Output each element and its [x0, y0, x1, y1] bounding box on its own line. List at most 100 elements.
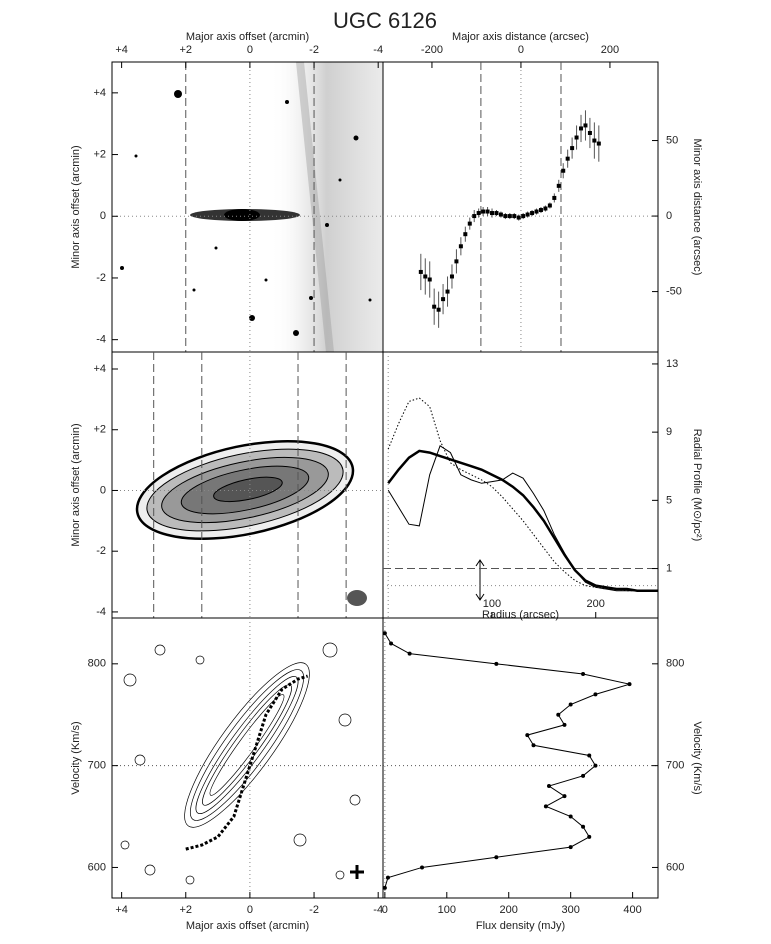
x-tick-label: +2: [179, 44, 192, 56]
flux-point: [562, 722, 567, 727]
x-axis-label: Major axis offset (arcmin): [186, 31, 309, 43]
x-tick-label: +2: [179, 904, 192, 916]
y-tick-label: 50: [666, 134, 678, 146]
point: [445, 289, 450, 294]
point: [418, 269, 423, 274]
x-tick-label: 400: [623, 904, 641, 916]
point: [441, 297, 446, 302]
point: [530, 211, 535, 216]
profile-line: [387, 449, 658, 592]
panel-frame: [382, 617, 659, 899]
x-tick-label: 300: [561, 904, 579, 916]
flux-point: [531, 743, 536, 748]
y-axis-label: Velocity (Km/s): [691, 721, 703, 794]
y-axis-label: Velocity (Km/s): [70, 721, 82, 794]
flux-point: [407, 651, 412, 656]
point: [507, 214, 512, 219]
x-tick-label: -4: [373, 44, 383, 56]
y-tick-label: 0: [100, 484, 106, 496]
point: [583, 123, 588, 128]
y-tick-label: 13: [666, 358, 678, 370]
x-tick-label: 0: [382, 904, 388, 916]
flux-point: [546, 784, 551, 788]
point: [574, 135, 579, 140]
point: [543, 206, 548, 211]
point: [516, 215, 521, 220]
y-tick-label: -2: [96, 545, 106, 557]
y-tick-label: 9: [666, 426, 672, 438]
point: [449, 274, 454, 279]
flux-point: [525, 733, 530, 738]
x-tick-label: 0: [247, 44, 253, 56]
point: [467, 221, 472, 226]
point: [481, 209, 486, 214]
flux-point: [494, 855, 499, 860]
point: [472, 214, 477, 219]
x-tick-label: -2: [309, 904, 319, 916]
point: [556, 183, 561, 188]
flux-line: [384, 633, 632, 888]
point: [592, 138, 597, 143]
flux-point: [389, 641, 394, 646]
point: [512, 214, 517, 219]
point: [454, 259, 459, 264]
flux-point: [568, 845, 573, 850]
flux-point: [562, 794, 567, 799]
flux-point: [593, 692, 598, 697]
x-axis-label: Major axis offset (arcmin): [186, 920, 309, 932]
y-axis-label: Radial Profile (M⊙/pc²): [691, 429, 703, 542]
point: [538, 208, 543, 213]
flux-point: [382, 631, 387, 636]
y-axis-label: Minor axis offset (arcmin): [70, 145, 82, 268]
y-axis-label: Minor axis offset (arcmin): [70, 423, 82, 546]
point: [561, 168, 566, 173]
flux-point: [568, 702, 573, 707]
x-tick-label: 0: [247, 904, 253, 916]
figure-title: UGC 6126: [333, 8, 437, 33]
pv-contours: [120, 642, 361, 885]
x-tick-label: 0: [518, 44, 524, 56]
flux-point: [420, 865, 425, 870]
flux-point: [556, 712, 561, 717]
x-axis-label: Major axis distance (arcsec): [452, 31, 589, 43]
y-tick-label: 800: [88, 658, 106, 670]
y-tick-label: 5: [666, 494, 672, 506]
y-tick-label: +4: [93, 87, 106, 99]
y-tick-label: 600: [666, 861, 684, 873]
rotation-curve: [185, 674, 309, 851]
flux-point: [581, 672, 586, 676]
y-tick-label: -4: [96, 334, 106, 346]
y-tick-label: +2: [93, 424, 106, 436]
point: [552, 195, 557, 200]
point: [534, 209, 539, 214]
y-tick-label: 700: [88, 760, 106, 772]
y-tick-label: 700: [666, 760, 684, 772]
optical-image: [120, 62, 383, 352]
y-axis-label: Minor axis distance (arcsec): [691, 139, 703, 276]
panel-frame: [382, 351, 659, 619]
flux-point: [593, 763, 598, 768]
point: [525, 212, 530, 217]
flux-point: [587, 753, 592, 758]
point: [565, 156, 570, 161]
x-tick-label: 200: [601, 44, 619, 56]
y-tick-label: 0: [100, 210, 106, 222]
flux-point: [581, 824, 586, 829]
flux-point: [587, 834, 592, 839]
beam: [347, 590, 367, 606]
point: [427, 277, 432, 282]
point: [463, 232, 468, 237]
y-tick-label: -2: [96, 272, 106, 284]
profile-line: [387, 445, 658, 592]
y-tick-label: 1: [666, 562, 672, 574]
y-tick-label: -4: [96, 606, 106, 618]
flux-point: [581, 773, 586, 778]
y-tick-label: +2: [93, 148, 106, 160]
point: [494, 211, 499, 216]
x-tick-label: 100: [438, 904, 456, 916]
point: [498, 212, 503, 217]
point: [476, 211, 481, 216]
x-axis-label: Radius (arcsec): [482, 609, 559, 621]
x-tick-label: +4: [115, 904, 128, 916]
flux-point: [568, 814, 573, 819]
